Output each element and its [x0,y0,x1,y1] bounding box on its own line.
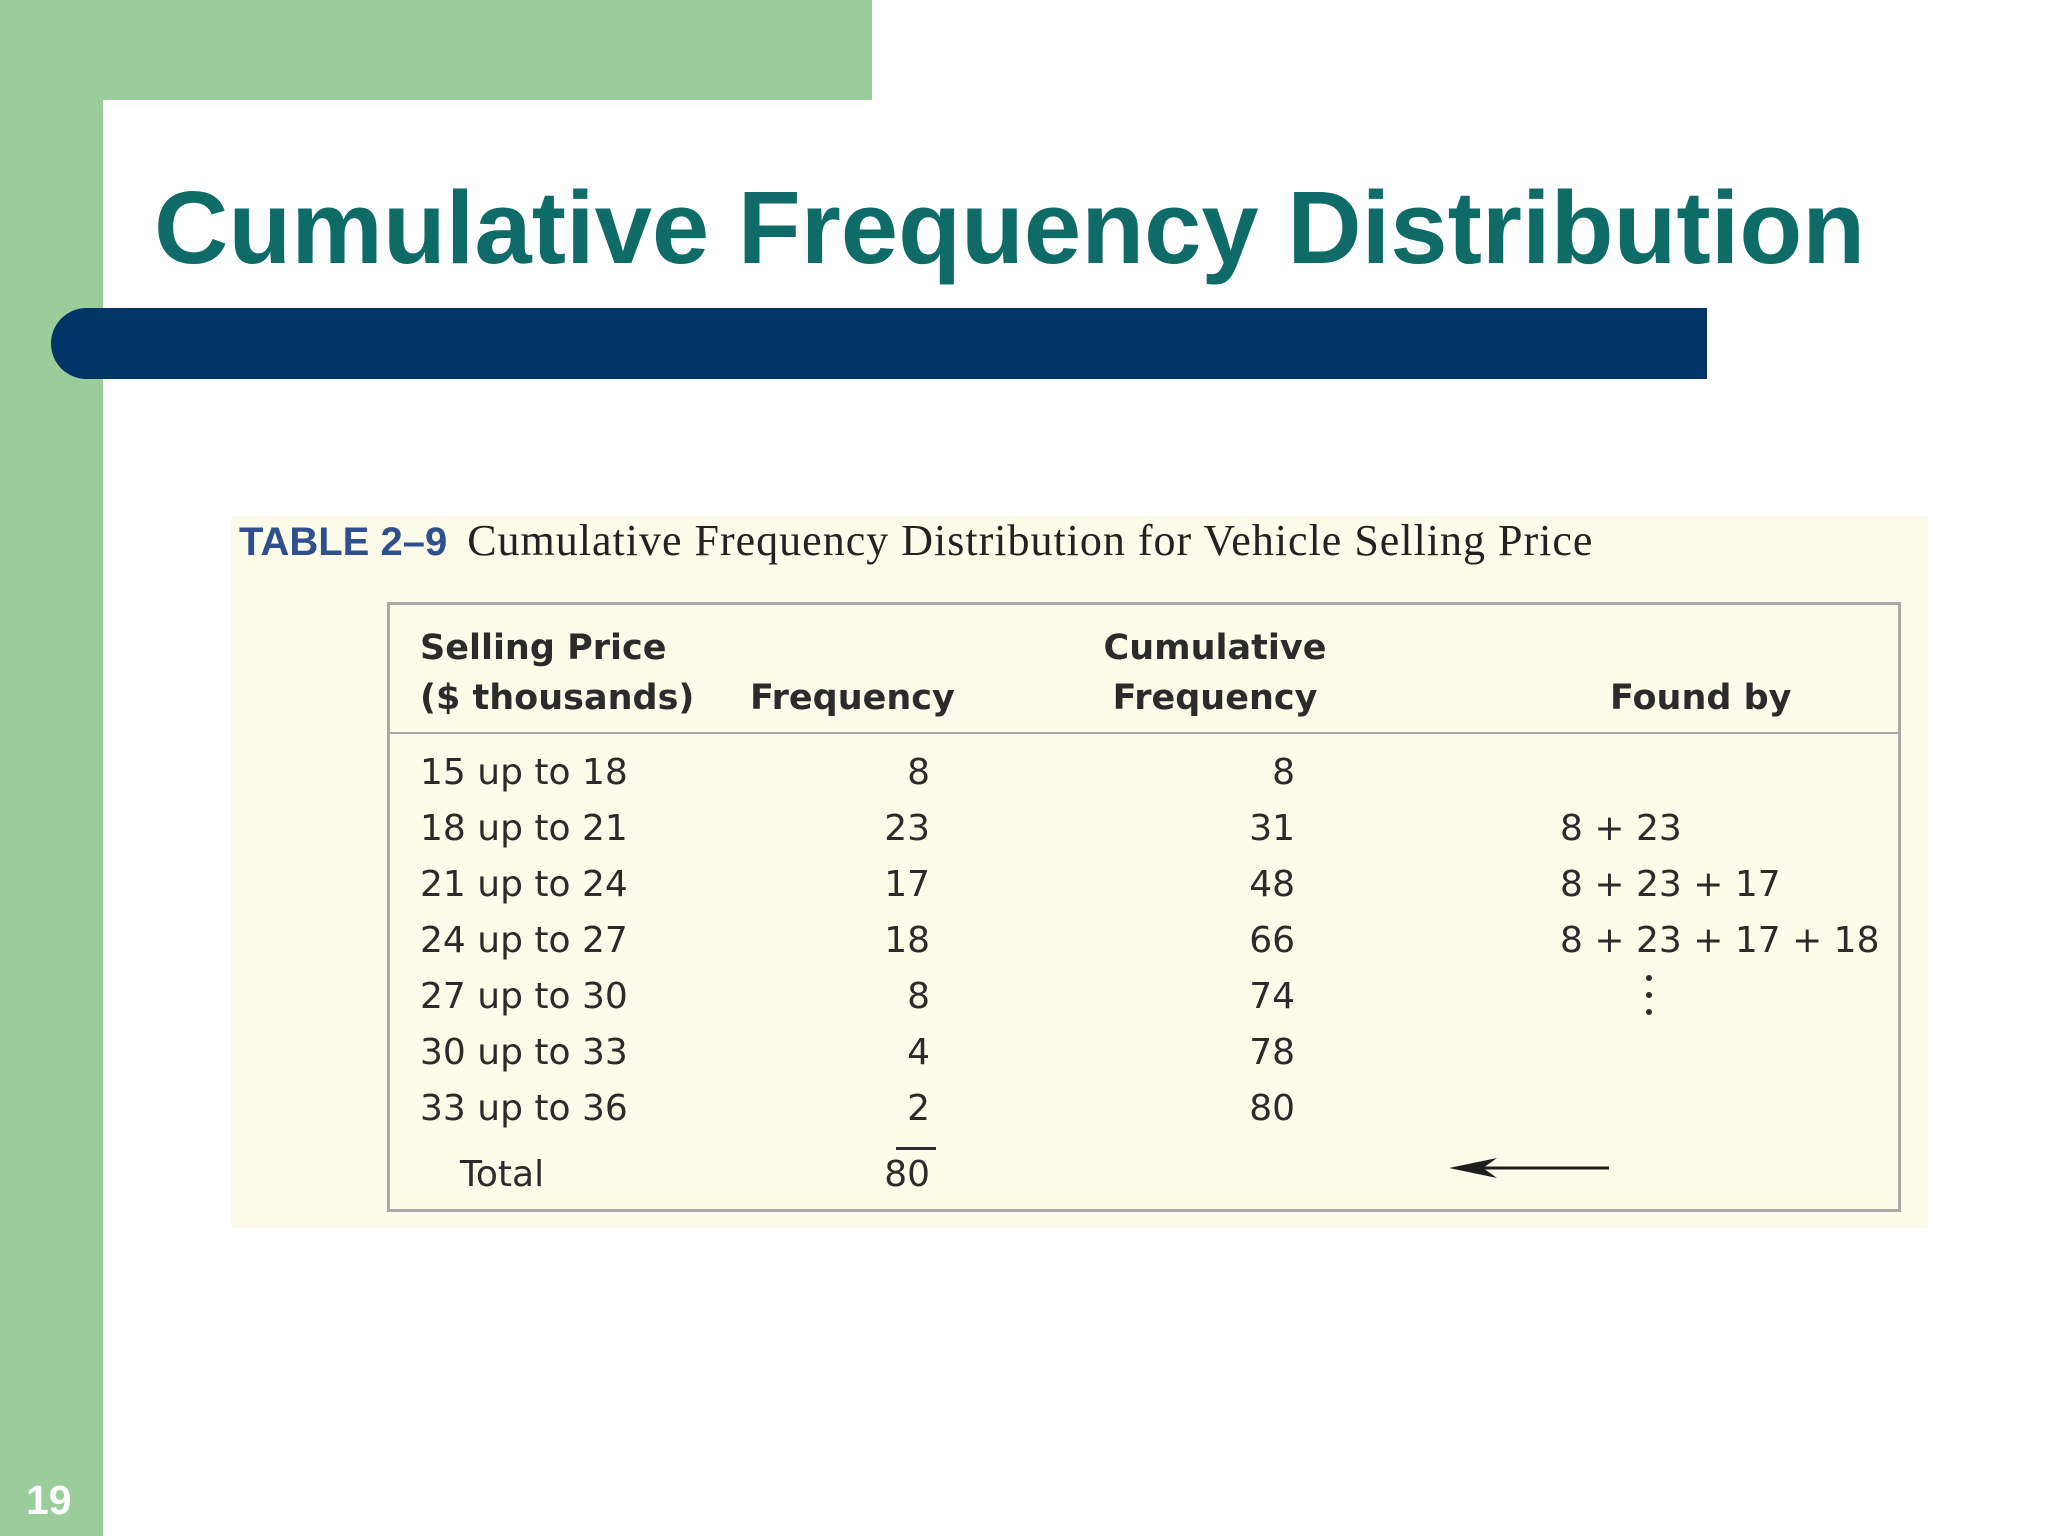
row-found-by: 8 + 23 [1560,808,1682,849]
row-cumulative: 78 [1249,1032,1295,1073]
table-caption-title: Cumulative Frequency Distribution for Ve… [467,516,1594,565]
header-price-line1: Selling Price [420,628,667,668]
table-label: TABLE 2–9 [239,520,448,564]
left-green-stripe [0,0,103,1536]
row-frequency: 2 [907,1088,930,1129]
table-panel: TABLE 2–9 Cumulative Frequency Distributi… [231,516,1928,1228]
sum-rule [896,1147,936,1150]
row-frequency: 8 [907,976,930,1017]
row-found-by: 8 + 23 + 17 + 18 [1560,920,1880,961]
row-price: 30 up to 33 [420,1032,628,1073]
total-label: Total [460,1154,545,1195]
frequency-table: Selling Price ($ thousands) Frequency Cu… [387,602,1901,1212]
row-frequency: 4 [907,1032,930,1073]
title-underline-bar [51,308,1707,379]
header-divider [390,732,1898,734]
row-price: 33 up to 36 [420,1088,628,1129]
vertical-ellipsis-icon [1646,975,1652,1015]
row-found-by: 8 + 23 + 17 [1560,864,1781,905]
header-price-line2: ($ thousands) [420,678,695,718]
row-price: 18 up to 21 [420,808,628,849]
row-price: 27 up to 30 [420,976,628,1017]
row-frequency: 23 [884,808,930,849]
top-green-block [0,0,872,100]
page-number: 19 [26,1477,72,1523]
row-frequency: 17 [884,864,930,905]
row-price: 15 up to 18 [420,752,628,793]
row-price: 21 up to 24 [420,864,628,905]
header-found-by: Found by [1610,678,1792,718]
row-frequency: 18 [884,920,930,961]
row-cumulative: 31 [1249,808,1295,849]
total-frequency: 80 [884,1154,930,1195]
arrow-left-icon [1449,1158,1609,1178]
row-cumulative: 74 [1249,976,1295,1017]
row-cumulative: 66 [1249,920,1295,961]
table-caption: TABLE 2–9 Cumulative Frequency Distributi… [239,516,1593,566]
header-cumulative-line1: Cumulative [1103,628,1327,668]
row-cumulative: 48 [1249,864,1295,905]
row-cumulative: 80 [1249,1088,1295,1129]
row-price: 24 up to 27 [420,920,628,961]
slide-title: Cumulative Frequency Distribution [154,170,1866,285]
header-cumulative-line2: Frequency [1112,678,1318,718]
row-cumulative: 8 [1272,752,1295,793]
row-frequency: 8 [907,752,930,793]
header-frequency: Frequency [750,678,955,718]
